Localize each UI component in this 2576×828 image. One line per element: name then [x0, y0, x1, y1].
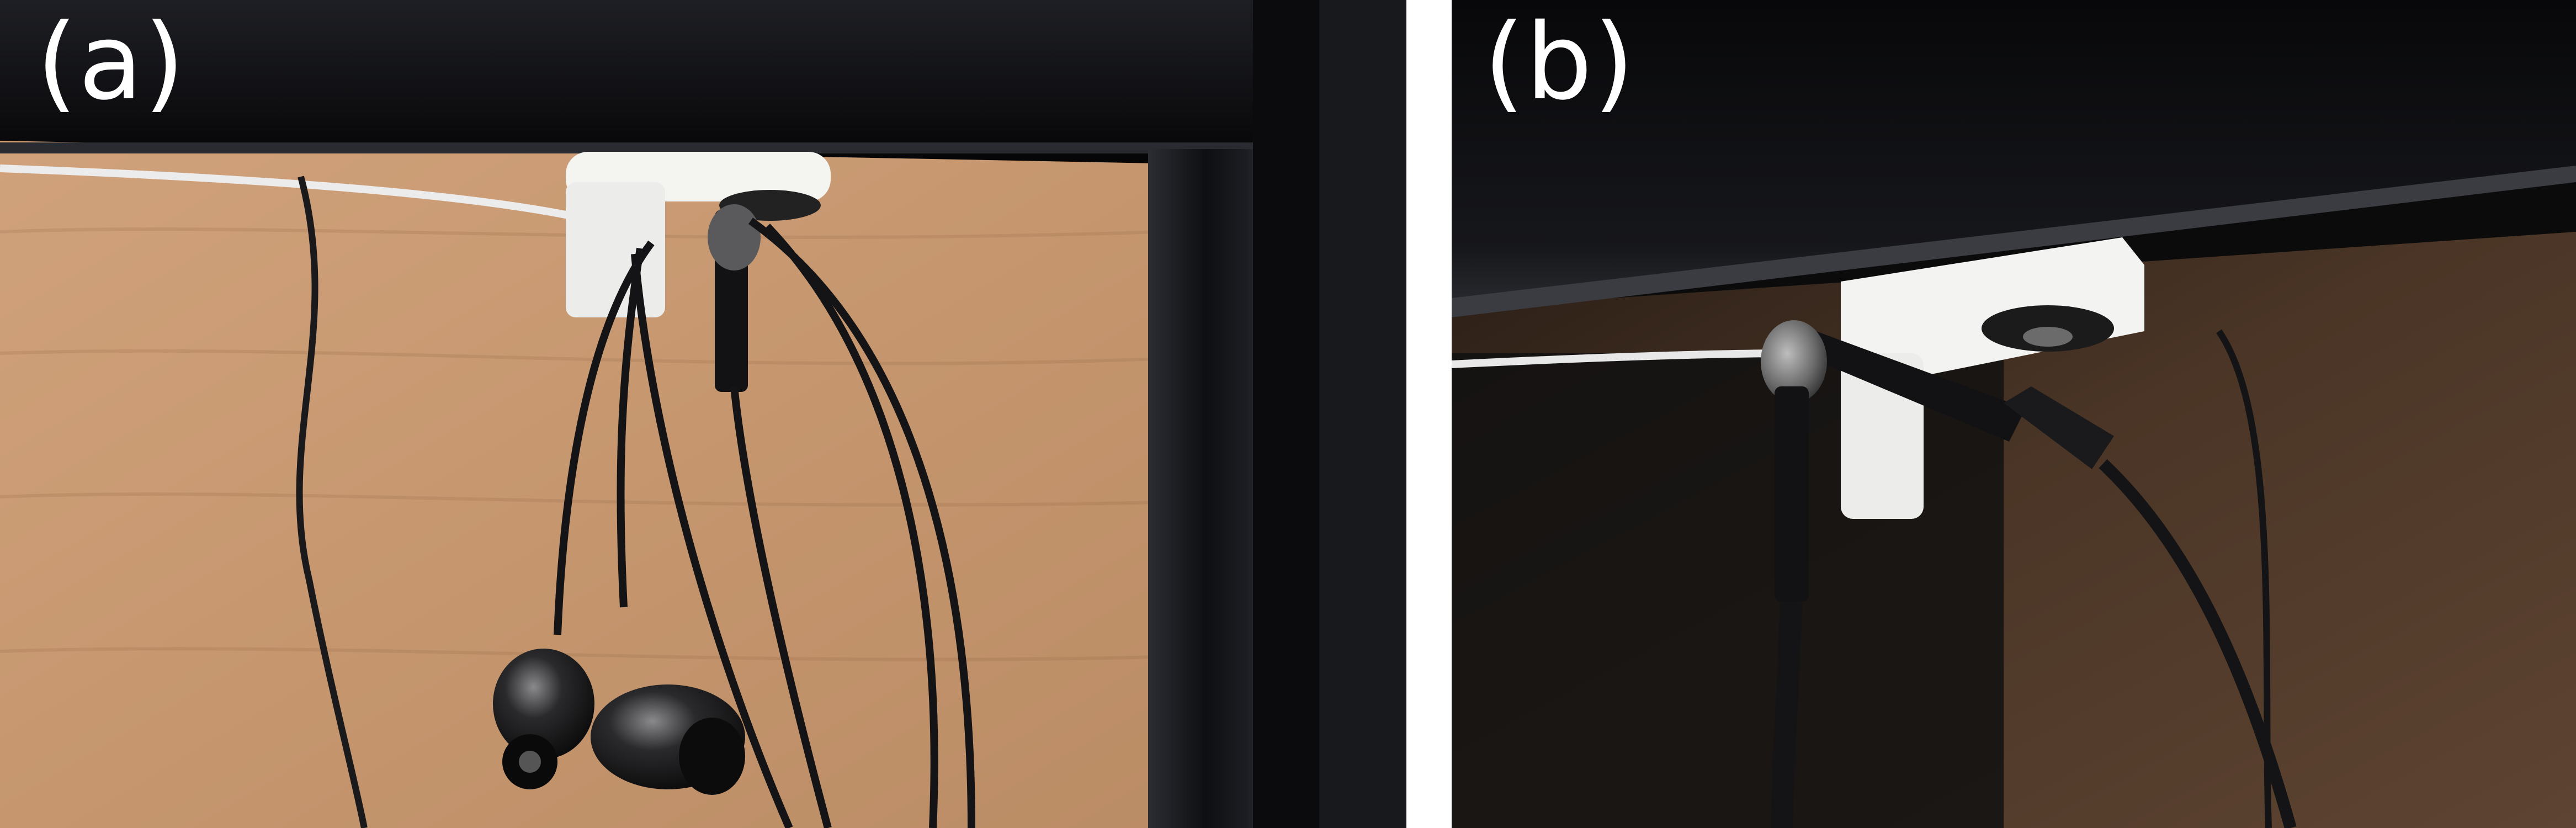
panel-a-photo	[0, 0, 1406, 828]
panel-a: (a)	[0, 0, 1406, 828]
panel-b: (b)	[1452, 0, 2576, 828]
panel-b-photo	[1452, 0, 2576, 828]
panel-a-label: (a)	[36, 1, 186, 123]
panel-b-label: (b)	[1484, 1, 1635, 123]
